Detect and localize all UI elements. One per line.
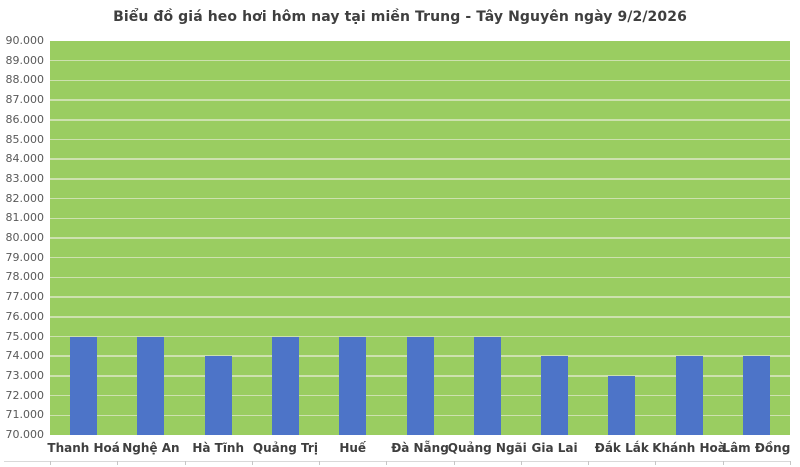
y-tick-label: 86.000: [5, 112, 45, 126]
y-tick-label: 88.000: [5, 73, 45, 87]
bar-Lâm Đồng: [742, 356, 770, 435]
x-axis-tick: [117, 461, 119, 465]
gridline: [50, 79, 790, 82]
x-tick-label: Thanh Hoá: [47, 441, 120, 455]
y-tick-label: 82.000: [5, 191, 45, 205]
x-axis-tick: [386, 461, 388, 465]
y-tick-label: 80.000: [5, 231, 45, 244]
gridline: [50, 296, 790, 298]
y-tick-label: 72.000: [5, 388, 45, 402]
y-tick-label: 78.000: [5, 270, 45, 284]
y-tick-label: 70.000: [5, 428, 45, 441]
x-axis-tick: [184, 461, 186, 465]
x-tick-label: Đà Nẵng: [391, 441, 449, 455]
x-axis-tick: [655, 461, 657, 465]
x-axis-tick: [722, 461, 724, 465]
y-tick-label: 89.000: [5, 53, 45, 67]
y-tick-label: 73.000: [5, 368, 45, 382]
gridline: [50, 316, 790, 318]
y-tick-label: 87.000: [5, 93, 45, 107]
x-axis-tick: [520, 461, 522, 465]
gridline: [50, 138, 790, 141]
bar-Hà Tĩnh: [204, 356, 232, 435]
bar-Quảng Ngãi: [473, 336, 501, 435]
gridline: [50, 256, 790, 259]
y-tick-label: 71.000: [5, 408, 45, 422]
bar-Đắk Lắk: [608, 375, 636, 435]
x-axis-tick: [319, 461, 321, 465]
gridline: [50, 217, 790, 220]
gridline: [50, 237, 790, 239]
x-tick-label: Huế: [339, 441, 367, 455]
x-tick-label: Nghệ An: [122, 441, 180, 455]
x-axis-tick: [588, 461, 590, 465]
y-tick-label: 74.000: [5, 349, 45, 363]
gridline: [50, 178, 790, 180]
y-tick-label: 77.000: [5, 290, 45, 304]
y-tick-label: 75.000: [5, 329, 45, 343]
gridline: [50, 158, 790, 160]
x-tick-label: Lâm Đồng: [722, 441, 791, 455]
bar-Gia Lai: [541, 356, 569, 435]
gridline: [50, 197, 790, 200]
y-tick-label: 90.000: [5, 34, 45, 47]
x-axis-labels: Thanh Hoá Nghệ An Hà Tĩnh Quảng Trị Huế Đà Nẵ…: [47, 441, 791, 459]
x-axis-tick: [790, 461, 791, 465]
bar-Nghệ An: [137, 336, 165, 435]
x-axis-tick: [50, 461, 51, 465]
bar-Đà Nẵng: [406, 336, 434, 435]
y-tick-label: 85.000: [5, 132, 45, 146]
x-tick-label: Khánh Hoà: [652, 441, 726, 455]
x-tick-label: Hà Tĩnh: [192, 441, 245, 455]
bar-Khánh Hoà: [675, 356, 703, 435]
gridline: [50, 59, 790, 62]
x-axis-line: [4, 461, 790, 462]
x-axis-tick: [453, 461, 455, 465]
y-tick-label: 84.000: [5, 152, 45, 166]
gridline: [50, 99, 790, 101]
x-tick-label: Quảng Ngãi: [447, 441, 527, 455]
plot-area: [50, 41, 790, 435]
x-tick-label: Gia Lai: [531, 441, 578, 455]
bar-Quảng Trị: [271, 336, 299, 435]
gridline: [50, 276, 790, 279]
y-tick-label: 76.000: [5, 309, 45, 323]
x-tick-label: Quảng Trị: [252, 441, 318, 455]
gridline: [50, 119, 790, 121]
y-axis-labels: 70.000 71.000 72.000 73.000 74.000 75.000 76.0…: [0, 34, 45, 441]
bar-Huế: [339, 336, 367, 435]
x-axis-tick: [251, 461, 253, 465]
y-tick-label: 81.000: [5, 211, 45, 225]
y-tick-label: 83.000: [5, 171, 45, 185]
x-tick-label: Đắk Lắk: [594, 441, 649, 455]
chart-title: Biểu đồ giá heo hơi hôm nay tại miền Tru…: [113, 9, 687, 25]
y-tick-label: 79.000: [5, 250, 45, 264]
bar-Thanh Hoá: [70, 336, 98, 435]
